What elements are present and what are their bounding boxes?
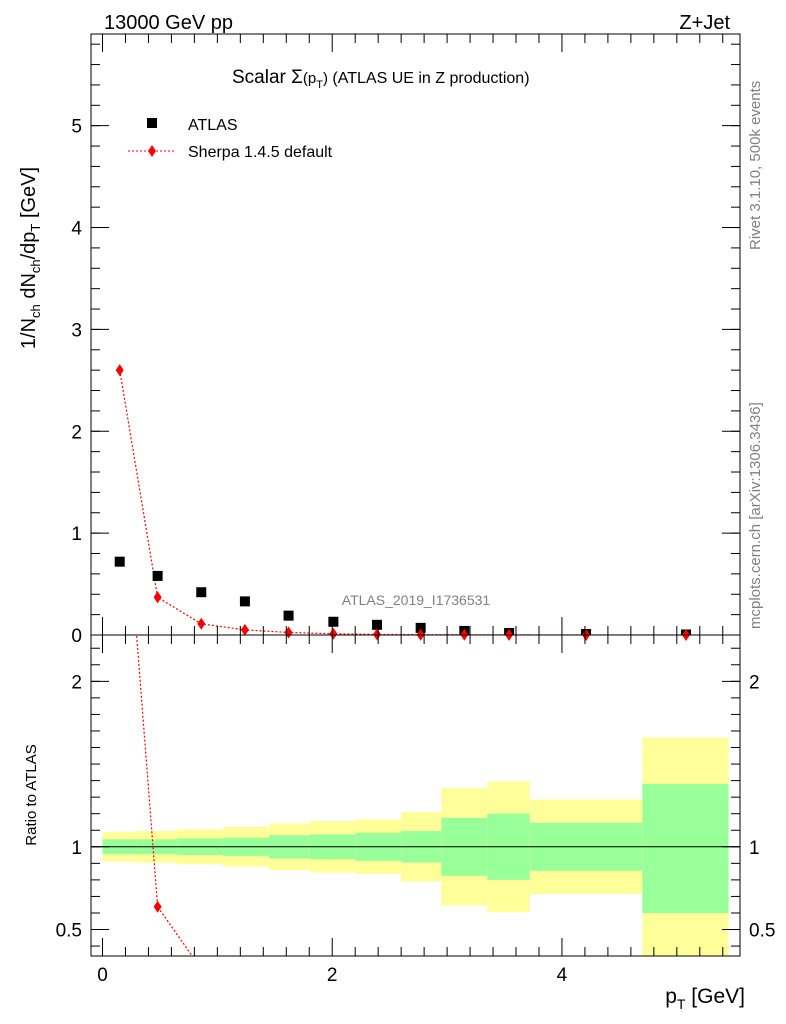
bot-ytick-label: 2 [71, 672, 82, 693]
ylabel-b-sub: ch [28, 259, 43, 273]
chart-title: Scalar Σ(pT) (ATLAS UE in Z production) [232, 67, 530, 91]
top-ytick-label: 2 [71, 422, 82, 443]
legend-sherpa-marker [148, 145, 156, 157]
axis-tick-labels: 0 1 2 3 4 5 0 2 4 0.5 0.5 1 1 2 2 [56, 117, 776, 986]
ylabel-c-sub: T [28, 224, 43, 232]
top-ytick-label: 4 [71, 219, 82, 240]
xlabel: pT [GeV] [665, 985, 745, 1012]
atlas-point [114, 556, 125, 567]
top-ytick-label: 3 [71, 320, 82, 341]
legend-atlas-marker [147, 118, 157, 128]
sherpa-point [115, 364, 124, 377]
bot-ytick-label: 0.5 [56, 921, 82, 942]
legend-sherpa-label: Sherpa 1.4.5 default [188, 144, 333, 161]
axis-ticks [91, 34, 740, 956]
ratio-sherpa-line [136, 635, 193, 956]
xtick-label: 4 [557, 965, 568, 986]
legend-atlas-label: ATLAS [188, 117, 238, 134]
ylabel-d: [GeV] [18, 167, 40, 224]
analysis-id: ATLAS_2019_I1736531 [342, 592, 491, 608]
xtick-label: 0 [97, 965, 108, 986]
xlabel-unit: [GeV] [685, 985, 745, 1008]
source-label: mcplots.cern.ch [arXiv:1306.3436] [747, 402, 764, 629]
atlas-point [152, 570, 163, 581]
atlas-point [283, 610, 294, 621]
atlas-point [239, 596, 250, 607]
top-ytick-label: 1 [71, 524, 82, 545]
title-sigma: Σ [291, 67, 303, 88]
rivet-label: Rivet 3.1.10, 500k events [747, 81, 764, 250]
header-left: 13000 GeV pp [104, 12, 233, 34]
bot-ytick-label-right: 1 [749, 838, 760, 859]
sherpa-point [373, 628, 382, 641]
sherpa-line [119, 370, 687, 635]
title-paren-open: (p [303, 70, 316, 87]
title-pre: Scalar [232, 67, 291, 88]
ratio-ylabel: Ratio to ATLAS [23, 744, 40, 845]
ratio-lines [91, 635, 740, 956]
legend: ATLAS Sherpa 1.4.5 default [128, 117, 333, 161]
atlas-point [372, 619, 383, 630]
bot-ytick-label: 1 [71, 838, 82, 859]
top-ytick-label: 5 [71, 117, 82, 138]
title-sub: T [316, 79, 323, 91]
title-post: (ATLAS UE in Z production) [328, 70, 530, 87]
xtick-label: 2 [327, 965, 338, 986]
sherpa-point [197, 617, 206, 630]
ratio-sherpa-point [153, 900, 162, 913]
top-ytick-label: 0 [71, 626, 82, 647]
ratio-green-band [642, 783, 729, 913]
ylabel-c: /dp [18, 232, 40, 260]
bot-ytick-label-right: 2 [749, 672, 760, 693]
top-ylabel: 1/Nch dNch/dpT [GeV] [18, 167, 43, 349]
bot-ytick-label-right: 0.5 [749, 921, 775, 942]
atlas-point [196, 587, 207, 598]
ylabel-b: dN [18, 273, 40, 304]
sherpa-point [284, 626, 293, 639]
title-paren-close: ) [323, 70, 328, 87]
atlas-point [415, 622, 426, 633]
xlabel-sub: T [677, 996, 686, 1012]
sherpa-point [240, 623, 249, 636]
xlabel-main: p [665, 985, 677, 1008]
header-right: Z+Jet [679, 12, 730, 34]
sherpa-point [329, 627, 338, 640]
ratio-panel-frame [90, 634, 741, 957]
atlas-point [328, 616, 339, 627]
sherpa-point [153, 591, 162, 604]
ylabel-a-sub: ch [28, 304, 43, 318]
ylabel-a: 1/N [18, 318, 40, 349]
